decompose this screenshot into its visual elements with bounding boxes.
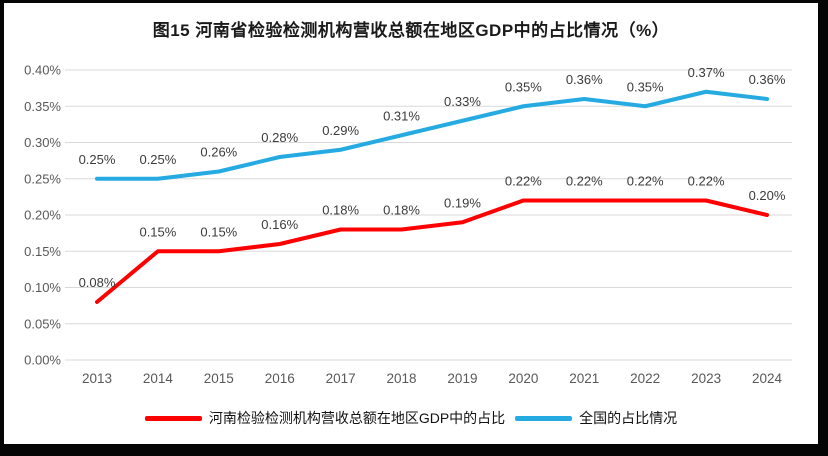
series-data-labels-0: 0.08% 0.15% 0.15% 0.16% 0.18% 0.18% 0.19% 0.22%… xyxy=(79,174,786,291)
svg-text:0.28%: 0.28% xyxy=(261,130,298,145)
series-line-0 xyxy=(95,198,769,304)
svg-text:0.40%: 0.40% xyxy=(24,63,61,78)
svg-text:0.15%: 0.15% xyxy=(200,224,237,239)
svg-text:0.31%: 0.31% xyxy=(383,108,420,123)
svg-text:0.36%: 0.36% xyxy=(566,72,603,87)
svg-text:0.37%: 0.37% xyxy=(688,65,725,80)
svg-text:0.19%: 0.19% xyxy=(444,195,481,210)
svg-text:2019: 2019 xyxy=(447,371,477,386)
svg-text:0.08%: 0.08% xyxy=(79,275,116,290)
svg-text:0.22%: 0.22% xyxy=(688,174,725,189)
svg-text:0.22%: 0.22% xyxy=(627,174,664,189)
svg-text:2018: 2018 xyxy=(387,371,417,386)
svg-text:2016: 2016 xyxy=(265,371,295,386)
svg-text:0.15%: 0.15% xyxy=(24,244,61,259)
legend-swatch-blue-line-icon xyxy=(515,415,573,421)
svg-text:2015: 2015 xyxy=(204,371,234,386)
svg-text:0.35%: 0.35% xyxy=(627,79,664,94)
svg-text:0.25%: 0.25% xyxy=(139,152,176,167)
legend-swatch-red-line-icon xyxy=(144,415,202,421)
chart-svg: 0.00% 0.05% 0.10% 0.15% 0.20% 0.25% 0.30% 0.35%… xyxy=(24,63,792,386)
series-line-1 xyxy=(95,89,769,181)
svg-text:0.20%: 0.20% xyxy=(24,208,61,223)
svg-text:0.10%: 0.10% xyxy=(24,280,61,295)
x-axis-tick-labels: 2013 2014 2015 2016 2017 2018 2019 2020 2021 2022… xyxy=(82,371,783,386)
svg-text:0.30%: 0.30% xyxy=(24,135,61,150)
svg-text:0.22%: 0.22% xyxy=(505,174,542,189)
y-axis-tick-labels: 0.00% 0.05% 0.10% 0.15% 0.20% 0.25% 0.30% 0.35%… xyxy=(24,63,61,368)
svg-text:0.35%: 0.35% xyxy=(505,79,542,94)
svg-text:0.22%: 0.22% xyxy=(566,174,603,189)
legend-item-henan: 河南检验检测机构营收总额在地区GDP中的占比 xyxy=(144,408,506,428)
svg-text:0.35%: 0.35% xyxy=(24,99,61,114)
svg-text:2024: 2024 xyxy=(752,371,783,386)
svg-text:0.15%: 0.15% xyxy=(139,224,176,239)
svg-text:0.26%: 0.26% xyxy=(200,145,237,160)
svg-text:0.20%: 0.20% xyxy=(749,188,786,203)
chart-title: 图15 河南省检验检测机构营收总额在地区GDP中的占比情况（%） xyxy=(152,21,670,40)
svg-text:2017: 2017 xyxy=(326,371,356,386)
svg-text:0.05%: 0.05% xyxy=(24,316,61,331)
svg-text:0.25%: 0.25% xyxy=(79,152,116,167)
legend-label-henan: 河南检验检测机构营收总额在地区GDP中的占比 xyxy=(208,410,506,426)
svg-text:0.33%: 0.33% xyxy=(444,94,481,109)
svg-text:0.16%: 0.16% xyxy=(261,217,298,232)
series-data-labels-1: 0.25% 0.25% 0.26% 0.28% 0.29% 0.31% 0.33% 0.35%… xyxy=(79,65,786,167)
svg-text:2014: 2014 xyxy=(143,371,174,386)
svg-text:2013: 2013 xyxy=(82,371,112,386)
svg-text:2021: 2021 xyxy=(569,371,599,386)
chart-legend: 河南检验检测机构营收总额在地区GDP中的占比 全国的占比情况 xyxy=(4,408,818,428)
svg-text:2020: 2020 xyxy=(508,371,538,386)
svg-text:0.36%: 0.36% xyxy=(749,72,786,87)
legend-item-national: 全国的占比情况 xyxy=(515,408,677,428)
svg-text:0.00%: 0.00% xyxy=(24,353,61,368)
svg-text:2023: 2023 xyxy=(691,371,721,386)
svg-text:0.29%: 0.29% xyxy=(322,123,359,138)
gridlines xyxy=(65,69,792,361)
svg-text:0.18%: 0.18% xyxy=(383,203,420,218)
legend-label-national: 全国的占比情况 xyxy=(579,410,678,426)
svg-text:2022: 2022 xyxy=(630,371,660,386)
svg-text:0.18%: 0.18% xyxy=(322,203,359,218)
svg-text:0.25%: 0.25% xyxy=(24,171,61,186)
